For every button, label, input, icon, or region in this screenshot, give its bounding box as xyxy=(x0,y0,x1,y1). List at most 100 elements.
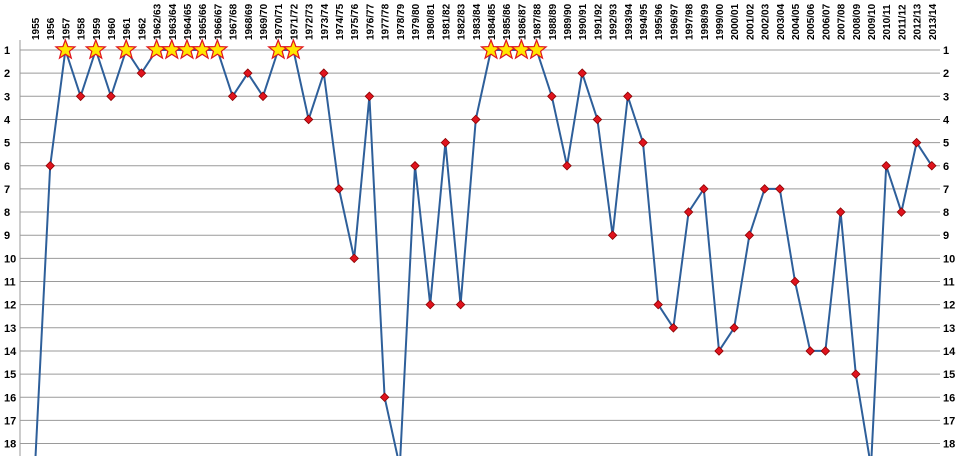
x-tick-label: 1973/74 xyxy=(320,3,331,40)
x-tick-label: 1977/78 xyxy=(381,3,392,40)
y-tick-right: 17 xyxy=(943,415,955,427)
x-tick-label: 2010/11 xyxy=(882,4,893,40)
x-tick-label: 2007/08 xyxy=(837,3,848,40)
x-tick-label: 1966/67 xyxy=(213,3,224,40)
x-tick-label: 1968/69 xyxy=(244,3,255,40)
x-tick-label: 1978/79 xyxy=(396,3,407,40)
y-tick-left: 4 xyxy=(4,114,11,126)
y-tick-left: 7 xyxy=(4,184,10,196)
x-tick-label: 1964/65 xyxy=(183,3,194,40)
x-tick-label: 1999/00 xyxy=(715,3,726,40)
x-tick-label: 1987/88 xyxy=(533,3,544,40)
x-tick-label: 1969/70 xyxy=(259,3,270,40)
y-tick-right: 7 xyxy=(943,184,949,196)
x-tick-label: 1979/80 xyxy=(411,3,422,40)
x-tick-label: 1972/73 xyxy=(305,3,316,40)
diamond-marker-2001/02 xyxy=(744,230,755,240)
y-tick-left: 15 xyxy=(4,369,16,381)
diamond-marker-1996/97 xyxy=(668,323,679,333)
diamond-marker-2011/12 xyxy=(896,207,907,217)
x-tick-label: 1970/71 xyxy=(274,3,285,40)
x-tick-label: 1971/72 xyxy=(289,3,300,40)
y-tick-right: 16 xyxy=(943,392,955,404)
x-tick-label: 1974/75 xyxy=(335,3,346,40)
y-tick-right: 18 xyxy=(943,439,955,451)
x-tick-label: 1993/94 xyxy=(624,3,635,40)
diamond-marker-2010/11 xyxy=(881,160,891,171)
x-tick-label: 1998/99 xyxy=(700,3,711,40)
diamond-marker-1983/84 xyxy=(471,114,481,125)
x-tick-label: 1986/87 xyxy=(517,3,528,40)
x-tick-label: 1997/98 xyxy=(685,3,696,40)
x-tick-label: 2012/13 xyxy=(913,3,924,40)
diamond-marker-2003/04 xyxy=(775,184,785,194)
y-tick-left: 18 xyxy=(4,439,16,451)
diamond-marker-1988/89 xyxy=(547,91,557,102)
diamond-marker-1974/75 xyxy=(334,184,344,194)
diamond-marker-1969/70 xyxy=(258,91,268,102)
x-tick-label: 1956 xyxy=(46,17,57,40)
diamond-marker-1992/93 xyxy=(607,230,618,240)
y-tick-right: 14 xyxy=(943,346,956,358)
x-tick-label: 1981/82 xyxy=(441,3,452,40)
y-tick-right: 2 xyxy=(943,68,949,80)
x-tick-label: 1963/64 xyxy=(168,3,179,40)
diamond-marker-1999/00 xyxy=(714,346,724,356)
diamond-marker-1994/95 xyxy=(638,137,648,148)
diamond-marker-1990/91 xyxy=(577,68,587,78)
y-tick-left: 10 xyxy=(4,253,16,265)
diamond-marker-2004/05 xyxy=(790,276,800,287)
x-tick-label: 1975/76 xyxy=(350,3,361,40)
x-tick-label: 1959 xyxy=(92,17,103,40)
diamond-marker-1958 xyxy=(75,91,86,102)
diamond-marker-1967/68 xyxy=(227,91,238,102)
x-tick-label: 2001/02 xyxy=(745,3,756,40)
diamond-marker-1980/81 xyxy=(425,299,435,310)
diamond-marker-1972/73 xyxy=(303,114,314,125)
diamond-marker-1991/92 xyxy=(592,114,603,125)
y-tick-left: 1 xyxy=(4,45,10,57)
y-tick-left: 9 xyxy=(4,230,10,242)
diamond-marker-1982/83 xyxy=(455,299,466,310)
x-tick-label: 1967/68 xyxy=(229,3,240,40)
x-tick-label: 1965/66 xyxy=(198,3,209,40)
y-tick-left: 6 xyxy=(4,161,10,173)
y-tick-left: 3 xyxy=(4,91,10,103)
diamond-marker-1976/77 xyxy=(364,91,375,102)
y-tick-right: 11 xyxy=(943,277,955,289)
y-tick-left: 14 xyxy=(4,346,17,358)
y-tick-left: 8 xyxy=(4,207,10,219)
plot-area xyxy=(34,38,937,456)
y-tick-right: 8 xyxy=(943,207,949,219)
diamond-marker-2006/07 xyxy=(820,346,831,356)
y-tick-left: 13 xyxy=(4,323,16,335)
x-tick-label: 1990/91 xyxy=(578,3,589,40)
x-tick-label: 2006/07 xyxy=(821,3,832,40)
x-tick-label: 1957 xyxy=(61,17,72,40)
diamond-marker-2002/03 xyxy=(759,184,770,194)
diamond-marker-1998/99 xyxy=(699,184,709,194)
x-tick-label: 1982/83 xyxy=(457,3,468,40)
star-marker-1961 xyxy=(115,38,138,60)
y-tick-right: 5 xyxy=(943,138,949,150)
star-marker-1966/67 xyxy=(206,38,229,60)
x-tick-label: 1989/90 xyxy=(563,3,574,40)
diamond-marker-1973/74 xyxy=(319,68,329,78)
star-marker-1957 xyxy=(54,38,77,60)
y-tick-left: 17 xyxy=(4,415,16,427)
x-tick-label: 2004/05 xyxy=(791,3,802,40)
diamond-marker-2005/06 xyxy=(805,346,815,356)
x-tick-label: 2009/10 xyxy=(867,3,878,40)
y-tick-left: 2 xyxy=(4,68,10,80)
y-tick-left: 12 xyxy=(4,300,16,312)
x-tick-label: 1960 xyxy=(107,17,118,40)
star-marker-1987/88 xyxy=(525,38,548,60)
x-tick-label: 1991/92 xyxy=(593,3,604,40)
x-tick-label: 1984/85 xyxy=(487,3,498,40)
diamond-marker-1977/78 xyxy=(379,392,390,403)
diamond-marker-1995/96 xyxy=(653,299,663,310)
y-tick-right: 1 xyxy=(943,45,949,57)
x-tick-label: 2002/03 xyxy=(761,3,772,40)
